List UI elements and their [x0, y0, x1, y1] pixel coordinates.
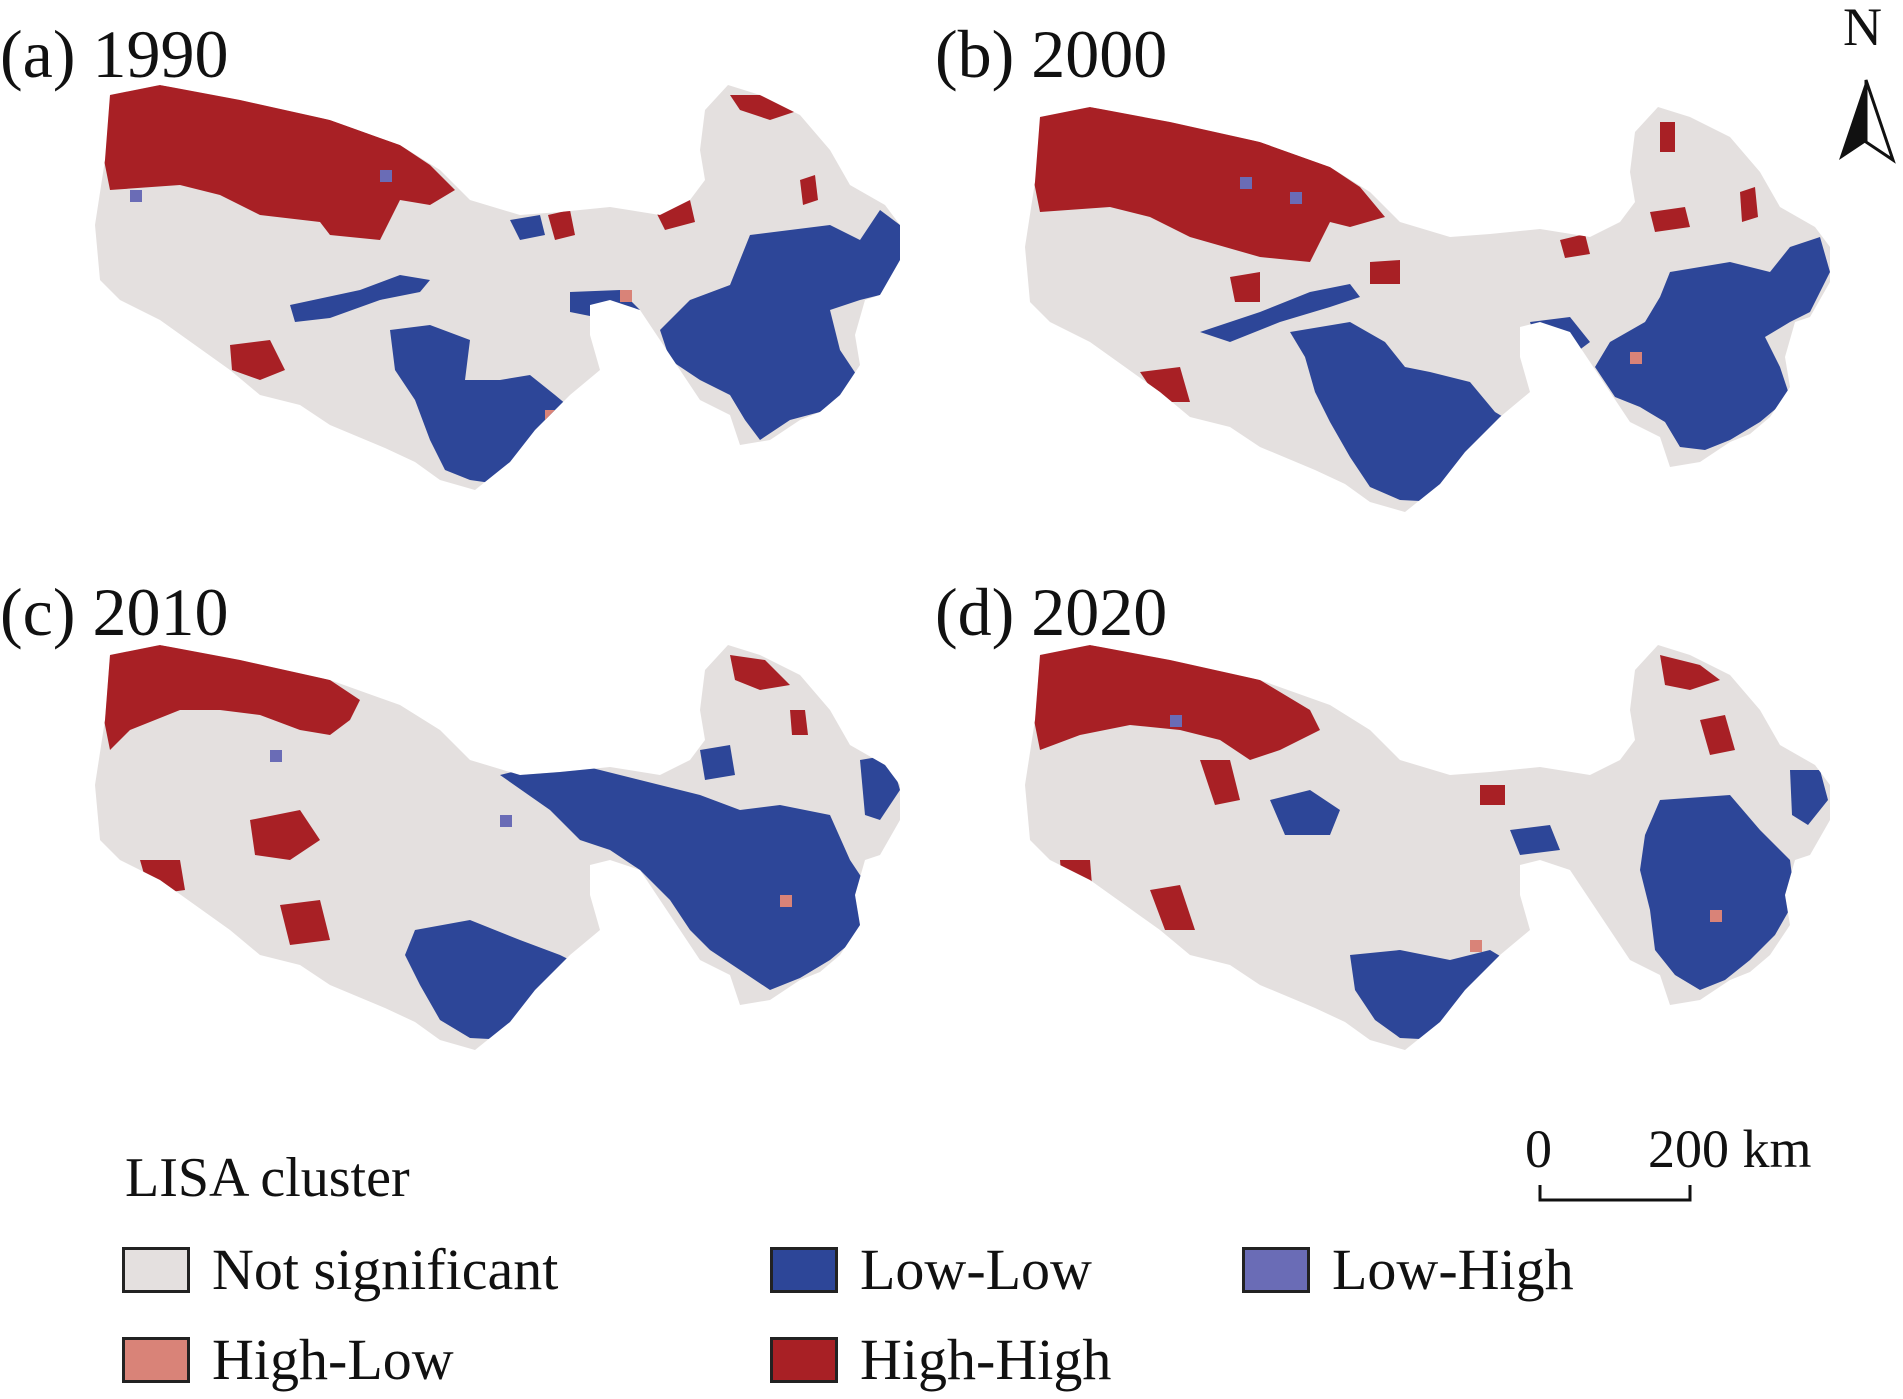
north-arrow-icon: [1839, 79, 1896, 164]
legend-item-low-low: Low-Low: [770, 1240, 1092, 1300]
low-high-cell: [380, 170, 392, 182]
legend-label-low-high: Low-High: [1332, 1237, 1574, 1302]
low-low-cluster: [510, 215, 545, 240]
low-high-cell: [1240, 177, 1252, 189]
high-high-cluster: [1200, 760, 1240, 805]
legend-item-not-significant: Not significant: [122, 1240, 558, 1300]
high-high-cluster: [1480, 785, 1505, 805]
legend-item-high-high: High-High: [770, 1330, 1111, 1390]
high-low-cell: [620, 290, 632, 302]
low-high-cell: [270, 750, 282, 762]
high-high-cluster: [250, 810, 320, 860]
high-high-cluster: [1140, 367, 1190, 402]
legend-swatch-high-low: [122, 1337, 190, 1383]
high-low-cell: [780, 895, 792, 907]
legend-swatch-low-high: [1242, 1247, 1310, 1293]
low-high-cell: [130, 190, 142, 202]
legend-label-high-high: High-High: [860, 1327, 1112, 1392]
low-low-cluster: [500, 760, 870, 990]
panel-title-c: (c) 2010: [0, 574, 229, 650]
low-low-cluster: [700, 745, 735, 780]
high-high-cluster: [1560, 234, 1590, 258]
high-high-cluster: [730, 655, 790, 690]
high-high-cluster: [548, 210, 575, 240]
high-high-cluster: [1150, 885, 1195, 930]
legend-item-low-high: Low-High: [1242, 1240, 1574, 1300]
legend-label-not-significant: Not significant: [212, 1237, 559, 1302]
high-high-cluster: [1060, 860, 1092, 885]
scale-bar: [1538, 1185, 1692, 1202]
high-low-cell: [1215, 432, 1227, 444]
low-low-cluster: [1270, 790, 1340, 835]
high-high-cluster: [140, 860, 185, 895]
high-low-cell: [545, 410, 557, 422]
legend-item-high-low: High-Low: [122, 1330, 454, 1390]
legend-swatch-low-low: [770, 1247, 838, 1293]
high-high-cluster: [1370, 260, 1400, 284]
low-low-cluster: [1790, 770, 1828, 825]
legend-swatch-not-significant: [122, 1247, 190, 1293]
low-low-cluster: [660, 210, 900, 440]
legend-label-low-low: Low-Low: [860, 1237, 1092, 1302]
panel-a-map: [95, 85, 900, 490]
high-high-cluster: [1230, 272, 1260, 302]
scale-bar-start-label: 0: [1525, 1119, 1552, 1179]
high-low-cell: [1630, 352, 1642, 364]
high-high-cluster: [1650, 207, 1690, 232]
panel-title-a: (a) 1990: [0, 16, 229, 92]
low-low-cluster: [1640, 795, 1795, 990]
high-high-cluster: [1025, 645, 1320, 760]
low-high-cell: [1170, 715, 1182, 727]
low-high-cell: [1290, 192, 1302, 204]
high-low-cell: [1710, 910, 1722, 922]
low-low-cluster: [1510, 825, 1560, 855]
high-high-cluster: [1025, 107, 1385, 262]
high-high-cluster: [230, 340, 285, 380]
high-high-cluster: [1700, 715, 1735, 755]
panel-d-map: [1025, 645, 1830, 1050]
north-arrow-label: N: [1843, 0, 1882, 57]
low-low-cluster: [1200, 284, 1360, 342]
high-high-cluster: [1660, 655, 1720, 690]
high-high-cluster: [790, 710, 808, 735]
high-high-cluster: [280, 900, 330, 945]
high-high-cluster: [95, 85, 455, 240]
legend-swatch-high-high: [770, 1337, 838, 1383]
panel-title-b: (b) 2000: [935, 16, 1168, 92]
high-high-cluster: [1740, 187, 1758, 222]
low-low-cluster: [290, 275, 430, 322]
high-high-cluster: [1660, 122, 1675, 152]
panel-title-d: (d) 2020: [935, 574, 1168, 650]
panel-c-map: [95, 645, 900, 1050]
panel-b-map: [1025, 107, 1830, 512]
low-low-cluster: [1595, 237, 1830, 450]
legend-title: LISA cluster: [125, 1147, 410, 1209]
legend-label-high-low: High-Low: [212, 1327, 454, 1392]
high-high-cluster: [800, 175, 818, 205]
high-low-cell: [1470, 940, 1482, 952]
scale-bar-end-label: 200 km: [1648, 1119, 1812, 1179]
high-high-cluster: [730, 95, 800, 120]
low-high-cell: [500, 815, 512, 827]
